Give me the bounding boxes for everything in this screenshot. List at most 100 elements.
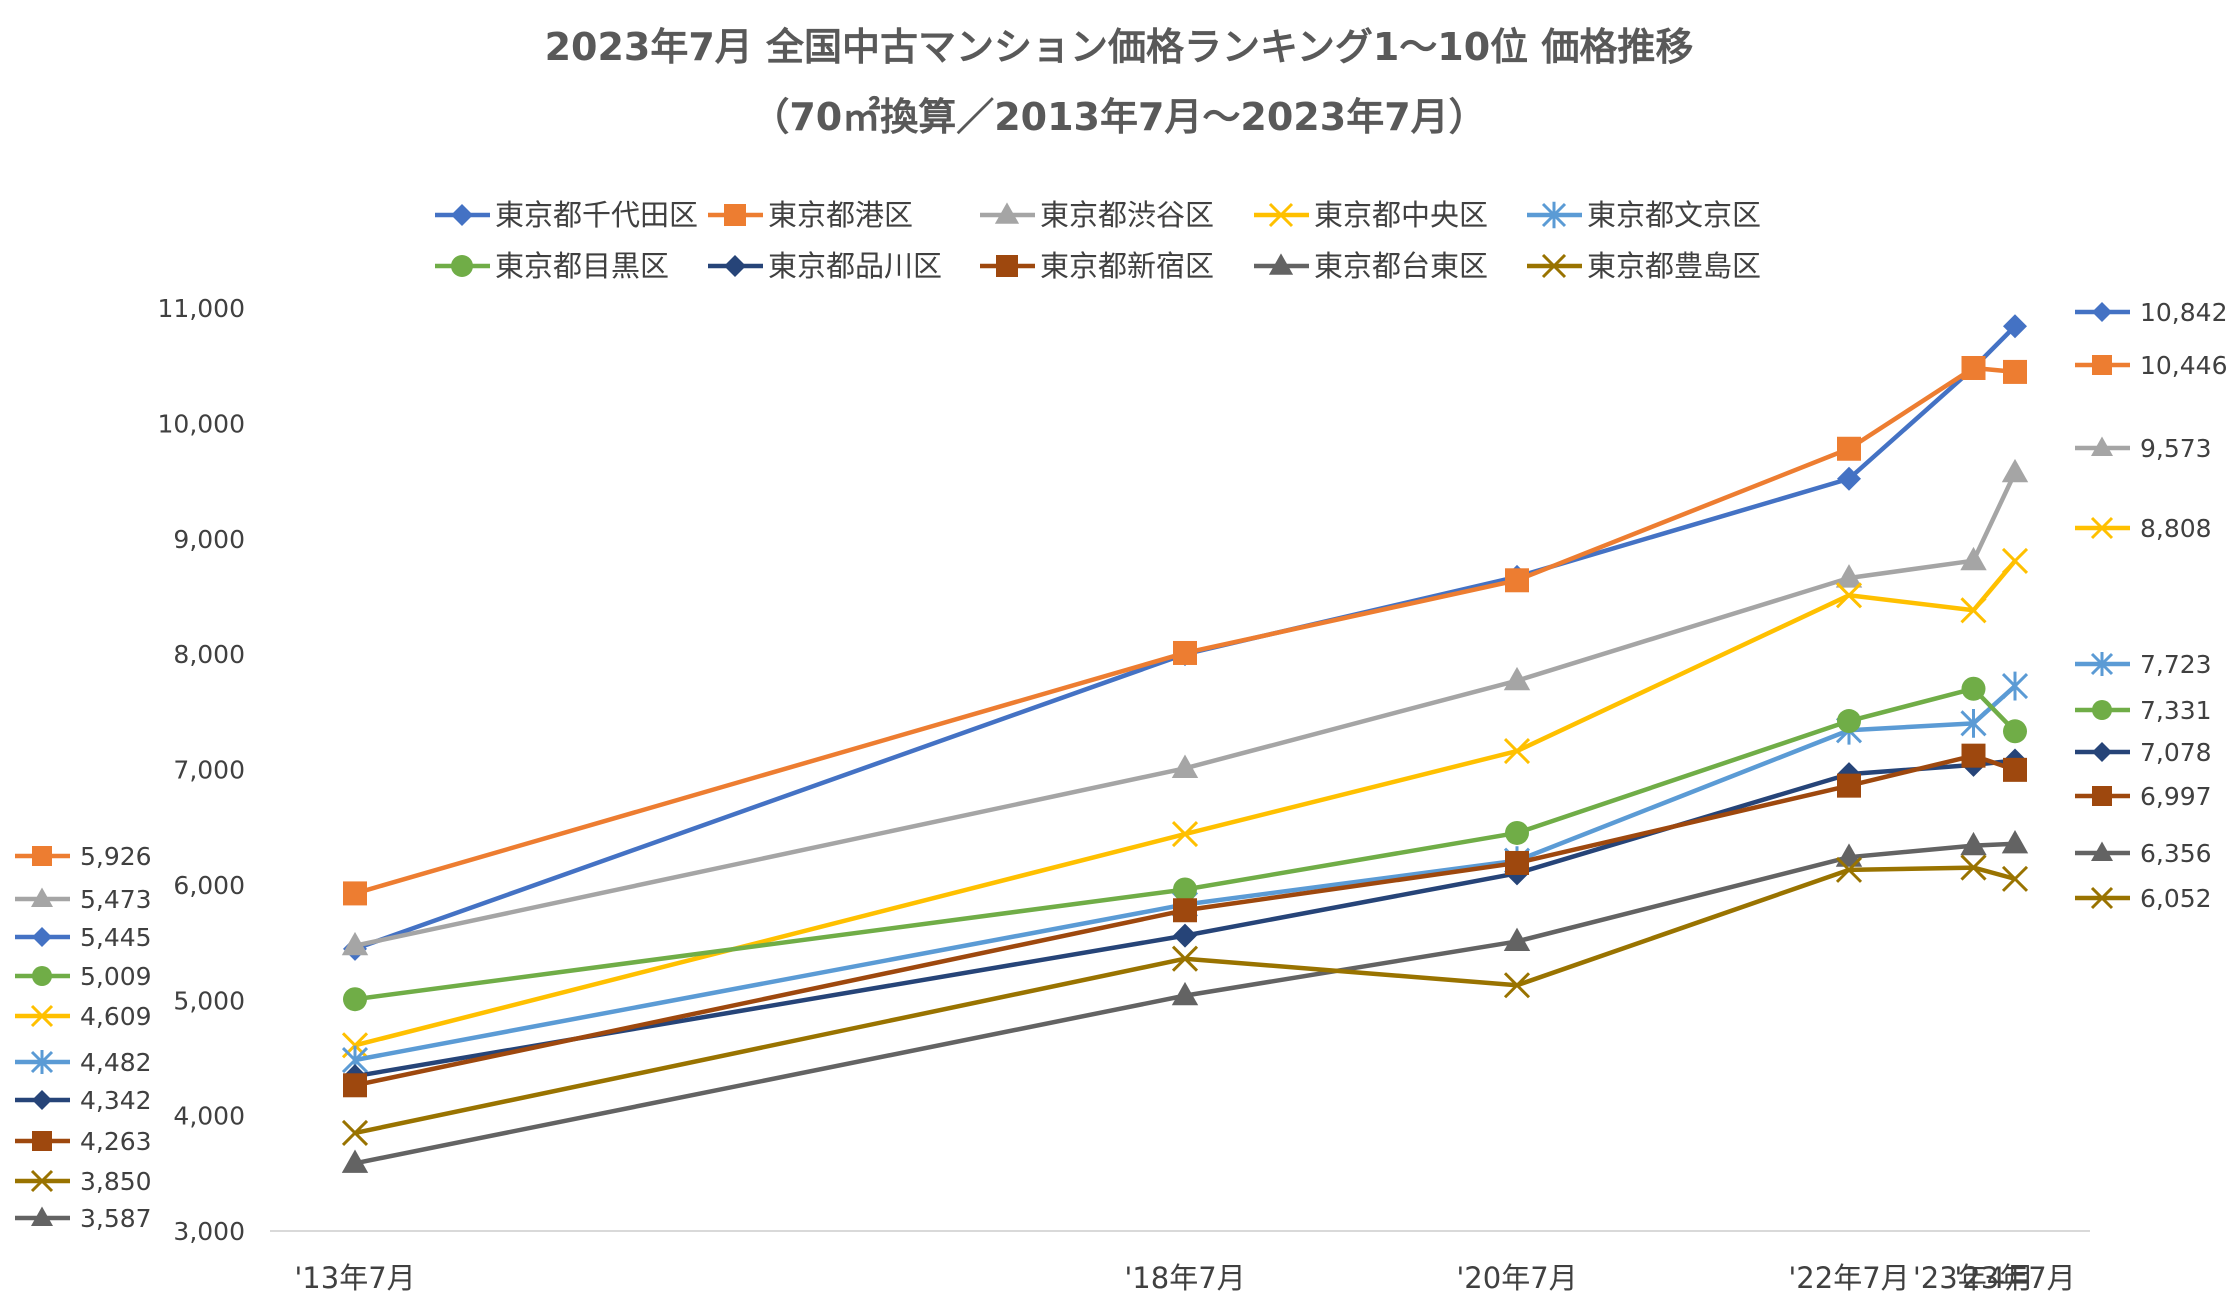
start-label-item: 5,009 [15,962,152,991]
chart-title: 2023年7月 全国中古マンション価格ランキング1～10位 価格推移 [545,25,1694,69]
end-label-item: 7,331 [2075,696,2212,725]
end-label-item: 7,723 [2075,650,2212,679]
data-point [1503,666,1531,691]
start-value-label: 5,009 [80,962,152,991]
data-point [1835,856,1863,883]
label-marker [2091,841,2113,861]
end-label-item: 10,446 [2075,351,2227,380]
data-point [1173,877,1197,902]
data-point [1961,743,1986,768]
data-point [2001,671,2029,701]
start-label-item: 5,445 [15,923,152,952]
data-point [341,1119,369,1146]
legend-item: 東京都品川区 [708,249,942,283]
series-line [354,865,2016,1136]
y-tick-label: 9,000 [173,525,245,554]
legend-item: 東京都渋谷区 [980,198,1214,232]
label-marker [2090,886,2114,910]
legend-item: 東京都新宿区 [980,249,1214,283]
start-value-label: 3,850 [80,1167,152,1196]
label-marker [32,966,52,986]
legend-marker [1541,201,1567,229]
data-point [343,987,367,1012]
end-value-label: 7,723 [2140,650,2212,679]
start-value-label: 5,473 [80,885,152,914]
start-label-item: 5,926 [15,842,152,871]
start-value-label: 5,445 [80,923,152,952]
start-label-item: 4,609 [15,1002,152,1031]
data-point [1960,831,1987,856]
data-point [343,1073,367,1098]
series-東京都渋谷区 [341,458,2029,956]
label-marker [31,1206,53,1226]
legend-label: 東京都中央区 [1314,198,1488,232]
start-value-label: 4,482 [80,1048,152,1077]
data-point [1837,709,1861,734]
data-point [1837,466,1861,491]
legend-label: 東京都渋谷区 [1040,198,1214,232]
data-point [1503,927,1531,952]
data-point [1835,564,1863,588]
end-value-label: 6,356 [2140,839,2212,868]
start-label-item: 4,482 [15,1048,152,1077]
data-point [2003,719,2027,744]
label-marker [2090,652,2114,676]
legend-marker [724,204,746,226]
end-value-label: 8,808 [2140,514,2212,543]
data-point [1961,676,1986,701]
start-value-label: 4,263 [80,1127,152,1156]
y-tick-label: 3,000 [173,1217,245,1246]
data-point [2001,830,2029,854]
start-value-label: 4,609 [80,1002,152,1031]
data-point [2003,757,2027,782]
legend-item: 東京都目黒区 [435,249,669,283]
data-point [2003,314,2027,339]
data-point [1171,821,1199,848]
data-point [1171,945,1199,972]
data-point [1960,546,1987,571]
series-東京都文京区 [341,671,2029,1075]
data-point [2001,547,2029,574]
series-line [354,686,2017,1002]
series-東京都千代田区 [343,314,2027,961]
label-marker [32,1090,52,1110]
start-label-item: 5,473 [15,885,152,914]
data-point [1960,708,1987,738]
y-tick-label: 5,000 [173,986,245,1015]
legend-label: 東京都目黒区 [495,249,669,283]
chart-subtitle: （70㎡換算／2013年7月～2023年7月） [751,95,1486,139]
data-point [1835,582,1863,609]
label-marker [2090,516,2114,540]
data-point [341,1149,369,1173]
data-point [2001,458,2029,483]
data-point [2001,865,2029,892]
legend-marker [1268,253,1294,275]
end-label-item: 7,078 [2075,738,2212,767]
x-tick-label: '22年7月 [1788,1261,1909,1295]
data-point [1173,923,1197,948]
end-label-item: 9,573 [2075,434,2212,463]
label-marker [32,927,52,947]
legend-item: 東京都千代田区 [435,198,698,232]
series-layer [341,314,2029,1173]
end-value-label: 6,052 [2140,884,2212,913]
label-marker [30,1004,54,1028]
series-line [354,324,2017,952]
data-point [2003,359,2027,384]
legend-item: 東京都港区 [708,198,913,232]
data-point [1505,820,1529,845]
data-point [1961,355,1986,380]
legend-marker [1541,253,1567,279]
data-point [1505,850,1529,875]
end-value-label: 9,573 [2140,434,2212,463]
start-value-labels: 5,926 5,473 5,445 5,009 4,609 4,482 4,342 4,263… [15,842,152,1233]
x-tick-label: '20年7月 [1456,1261,1577,1295]
data-point [1173,898,1197,923]
series-東京都港区 [343,355,2027,906]
y-axis: 3,000 4,000 5,000 6,000 7,000 8,000 9,000 10,00… [158,294,245,1246]
legend-label: 東京都港区 [768,198,913,232]
end-label-item: 6,356 [2075,839,2212,868]
x-tick-label: '18年7月 [1124,1261,1245,1295]
